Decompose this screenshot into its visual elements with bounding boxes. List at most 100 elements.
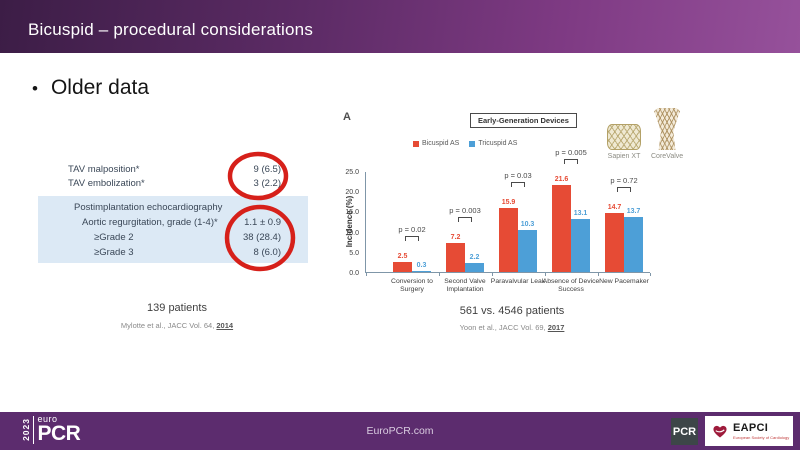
y-tick-label: 10.0	[345, 229, 359, 237]
source-citation-left: Mylotte et al., JACC Vol. 64, 2014	[52, 321, 302, 330]
category-label: Conversion to Surgery	[391, 278, 433, 294]
slide-title: Bicuspid – procedural considerations	[28, 20, 314, 39]
chart-legend: Bicuspid AS Tricuspid AS	[413, 140, 517, 147]
logo-separator	[32, 415, 34, 444]
x-axis-tick	[597, 273, 599, 276]
table-row-value: 3 (2.2)	[253, 178, 281, 189]
table-row-label: TAV embolization*	[68, 178, 145, 189]
jacc-table: TAV malposition* 9 (6.5) TAV embolization*…	[38, 163, 308, 263]
x-axis-tick	[438, 273, 440, 276]
category-label: New Pacemaker	[599, 278, 649, 285]
table-row-label: ≥Grade 3	[94, 247, 134, 258]
device-corevalve: CoreValve	[651, 108, 683, 160]
source-citation-right: Yoon et al., JACC Vol. 69, 2017	[387, 323, 637, 332]
p-value-bracket	[511, 181, 525, 187]
p-value-label: p = 0.02	[398, 224, 426, 234]
y-tick-label: 15.0	[345, 209, 359, 217]
bar-bicuspid	[446, 242, 465, 272]
legend-swatch	[469, 140, 476, 147]
logo-euro-text: euro	[37, 414, 58, 424]
chart-header-box: Early-Generation Devices	[470, 113, 577, 128]
pcr-badge: PCR	[671, 418, 698, 445]
bar-value-label: 21.6	[554, 175, 569, 183]
logo-pcr-text: PCR	[37, 422, 81, 445]
table-row: ≥Grade 2 38 (28.4)	[38, 230, 308, 245]
y-tick-label: 0.0	[349, 270, 359, 277]
footer-website: EuroPCR.com	[366, 425, 434, 437]
eapci-badge: EAPCI European Society of Cardiology	[705, 416, 793, 446]
footer-bar: 2023 euro PCR EuroPCR.com PCR EAPCI Euro…	[0, 412, 800, 450]
table-row-value: 38 (28.4)	[242, 232, 281, 243]
bullet-marker: •	[32, 79, 38, 98]
y-tick-label: 5.0	[349, 249, 359, 257]
bar-value-label: 10.3	[520, 221, 535, 229]
bar-value-label: 13.1	[573, 210, 588, 218]
bar-tricuspid	[518, 230, 537, 272]
bar-bicuspid	[499, 207, 518, 272]
bar-bicuspid	[605, 212, 624, 272]
y-tick-label: 25.0	[345, 169, 359, 176]
p-value-label: p = 0.72	[610, 175, 638, 185]
category-label: Absence of Device Success	[542, 278, 600, 294]
corevalve-valve-icon	[654, 108, 681, 150]
source-year-link-left[interactable]: 2014	[216, 321, 234, 330]
category-label: Paravalvular Leak	[490, 278, 546, 285]
eapci-subtitle: European Society of Cardiology	[733, 434, 790, 440]
bar-plot: 2.5 0.3 p = 0.02 Conversion to Surgery 7.2 2.…	[365, 148, 651, 293]
device-label: Sapien XT	[607, 153, 641, 160]
bullet-item: • Older data	[32, 76, 149, 100]
table-row: Aortic regurgitation, grade (1-4)* 1.1 ± …	[38, 215, 308, 230]
p-value-bracket	[405, 235, 419, 241]
legend-item: Tricuspid AS	[469, 140, 517, 147]
bar-value-label: 0.3	[416, 261, 427, 269]
bar-value-label: 2.2	[469, 254, 480, 262]
chart-panel: A Early-Generation Devices Bicuspid AS Tr…	[335, 103, 700, 308]
europcr-logo: 2023 euro PCR	[21, 414, 81, 445]
table-row-label: Postimplantation echocardiography	[74, 202, 223, 213]
table-row-label: ≥Grade 2	[94, 232, 134, 243]
table-row: TAV embolization* 3 (2.2)	[38, 177, 308, 191]
panel-label: A	[343, 111, 351, 123]
bullet-text: Older data	[50, 76, 150, 99]
eapci-heart-icon	[713, 425, 727, 437]
eapci-label: EAPCI	[733, 421, 769, 434]
table-row-label: Aortic regurgitation, grade (1-4)*	[82, 217, 218, 228]
p-value-label: p = 0.03	[504, 170, 532, 180]
bar-value-label: 7.2	[450, 233, 461, 241]
bar-tricuspid	[412, 270, 431, 272]
table-row: TAV malposition* 9 (6.5)	[38, 163, 308, 177]
bar-value-label: 2.5	[397, 252, 408, 260]
patients-caption-right: 561 vs. 4546 patients	[459, 305, 565, 317]
source-text-right: Yoon et al., JACC Vol. 69,	[459, 323, 548, 332]
sapien-xt-valve-icon	[607, 124, 641, 150]
x-axis-tick	[366, 273, 367, 276]
category-label: Second Valve Implantation	[444, 278, 486, 294]
table-row-label: TAV malposition*	[68, 164, 140, 175]
p-value-label: p = 0.003	[449, 205, 481, 215]
legend-label: Tricuspid AS	[478, 140, 518, 147]
x-axis-tick	[650, 273, 651, 276]
bar-value-label: 13.7	[626, 207, 641, 215]
bar-tricuspid	[624, 216, 643, 272]
bar-tricuspid	[571, 219, 590, 272]
source-text-left: Mylotte et al., JACC Vol. 64,	[120, 321, 217, 330]
p-value-bracket	[458, 216, 472, 222]
device-images: Sapien XT CoreValve	[607, 108, 683, 160]
bar-tricuspid	[465, 263, 484, 272]
p-value-label: p = 0.005	[555, 147, 587, 157]
header-bar: Bicuspid – procedural considerations	[0, 0, 800, 53]
legend-swatch	[413, 140, 419, 147]
bar-bicuspid	[393, 261, 412, 272]
table-row-value: 8 (6.0)	[253, 247, 281, 258]
device-sapien: Sapien XT	[607, 124, 641, 160]
bar-value-label: 15.9	[501, 198, 516, 206]
table-shaded-section: Postimplantation echocardiography Aortic …	[38, 196, 308, 263]
source-year-link-right[interactable]: 2017	[547, 323, 565, 332]
table-row: ≥Grade 3 8 (6.0)	[38, 245, 308, 260]
x-axis-tick	[491, 273, 493, 276]
y-tick-label: 20.0	[345, 189, 359, 197]
x-axis-tick	[544, 273, 546, 276]
p-value-bracket	[617, 186, 631, 192]
patients-caption-left: 139 patients	[147, 302, 207, 314]
